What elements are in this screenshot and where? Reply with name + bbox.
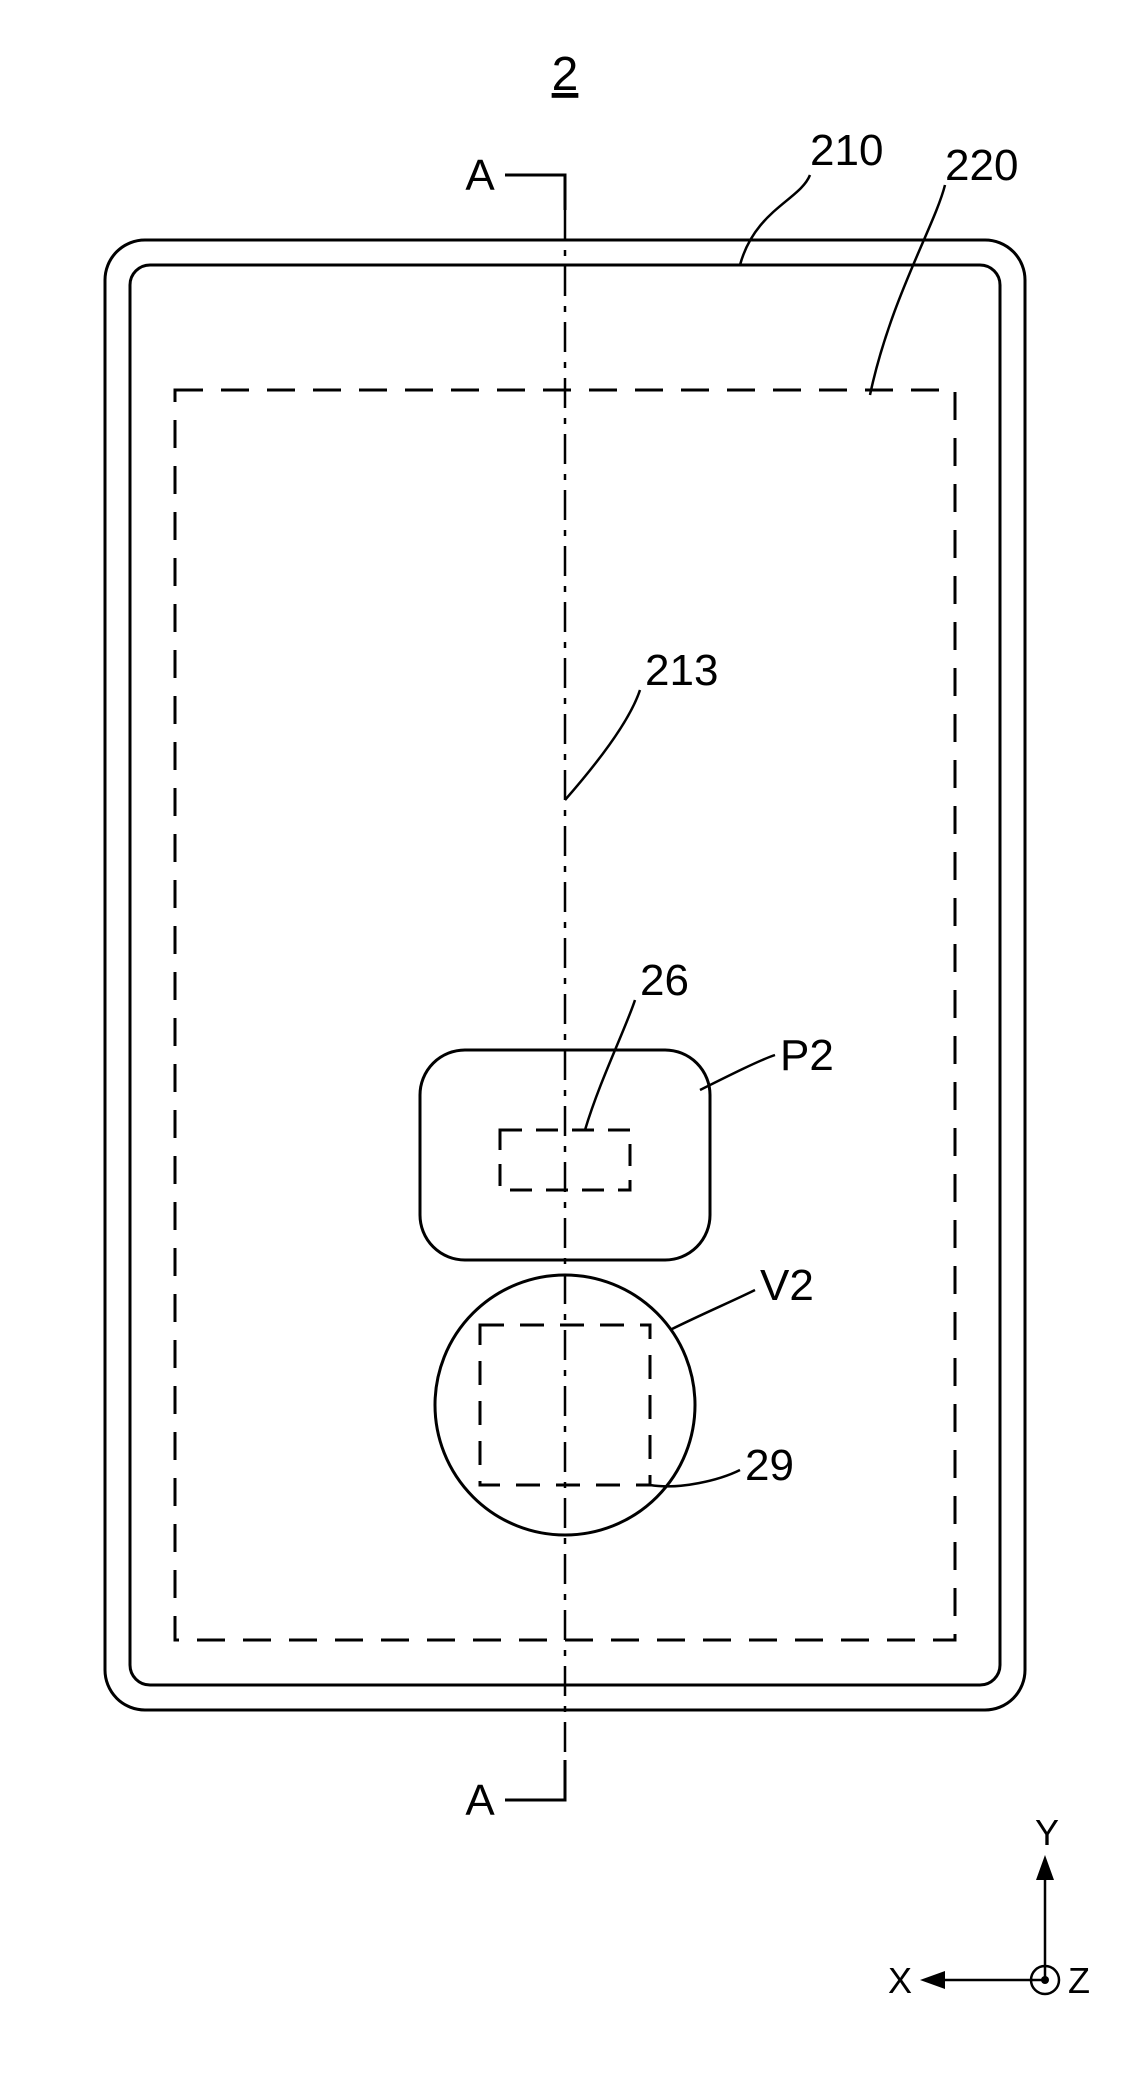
- label-29: 29: [745, 1441, 794, 1490]
- axis-z-label: Z: [1068, 1960, 1090, 2001]
- label-220: 220: [945, 141, 1018, 190]
- leader-29: [650, 1470, 740, 1486]
- label-v2: V2: [760, 1261, 814, 1310]
- label-p2: P2: [780, 1031, 834, 1080]
- section-label-top: A: [465, 151, 495, 200]
- section-tick-bottom: [505, 1760, 565, 1800]
- coordinate-axes: Y X Z: [888, 1812, 1090, 2001]
- leader-26: [585, 1000, 635, 1130]
- leader-v2: [670, 1290, 755, 1330]
- patent-diagram: 2 A A 210 220 213 26 P2 V2 29 Y X: [0, 0, 1136, 2088]
- leader-p2: [700, 1055, 775, 1090]
- axis-y-label: Y: [1035, 1812, 1059, 1853]
- leader-210: [740, 175, 810, 265]
- section-label-bottom: A: [465, 1776, 495, 1825]
- label-213: 213: [645, 646, 718, 695]
- label-26: 26: [640, 956, 689, 1005]
- figure-title: 2: [552, 48, 579, 101]
- label-210: 210: [810, 126, 883, 175]
- leader-220: [870, 185, 945, 395]
- axis-x-label: X: [888, 1960, 912, 2001]
- leader-213: [565, 690, 640, 800]
- section-tick-top: [505, 175, 565, 210]
